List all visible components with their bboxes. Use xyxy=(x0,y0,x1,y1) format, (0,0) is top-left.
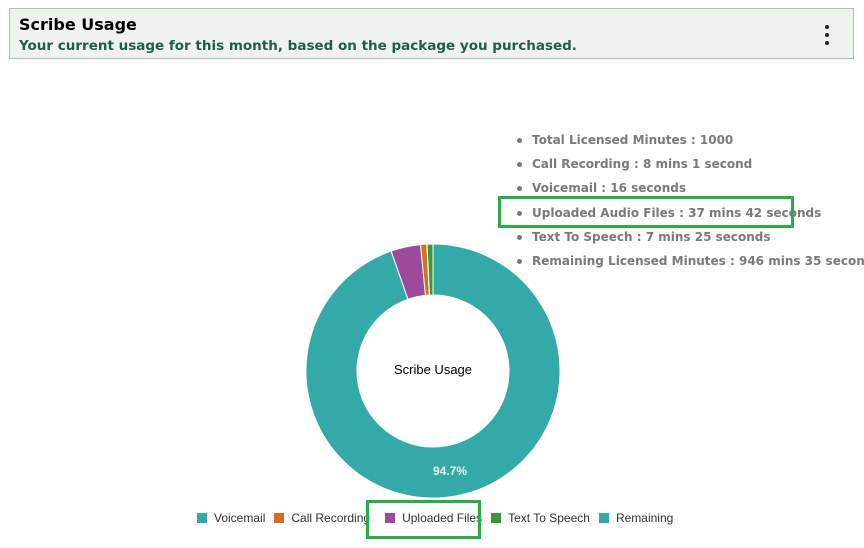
legend-item-call-recording[interactable]: Call Recording xyxy=(274,511,370,525)
legend-label: Call Recording xyxy=(291,511,371,525)
legend-swatch xyxy=(197,513,207,523)
legend-swatch xyxy=(598,513,609,523)
legend-label: Voicemail xyxy=(214,511,266,525)
summary-remaining: Remaining Licensed Minutes : 946 mins 35… xyxy=(514,249,864,273)
summary-text-to-speech: Text To Speech : 7 mins 25 seconds xyxy=(514,225,864,249)
summary-call-recording: Call Recording : 8 mins 1 second xyxy=(514,152,864,176)
summary-total-licensed: Total Licensed Minutes : 1000 xyxy=(514,128,864,152)
legend-label: Remaining xyxy=(615,511,674,525)
chart-legend: Voicemail Call Recording Uploaded Files … xyxy=(197,511,682,525)
slice-remaining[interactable] xyxy=(305,243,561,499)
page-title: Scribe Usage xyxy=(19,15,137,34)
legend-swatch xyxy=(491,513,502,523)
usage-summary-list: Total Licensed Minutes : 1000 Call Recor… xyxy=(514,128,864,273)
donut-center-label: Scribe Usage xyxy=(393,362,473,377)
legend-item-remaining[interactable]: Remaining xyxy=(598,511,674,525)
usage-header-panel: Scribe Usage Your current usage for this… xyxy=(9,8,854,59)
more-options-icon[interactable] xyxy=(823,25,831,45)
legend-item-uploaded-files[interactable]: Uploaded Files xyxy=(385,511,482,525)
summary-voicemail: Voicemail : 16 seconds xyxy=(514,176,864,200)
legend-label: Text To Speech xyxy=(508,511,590,525)
legend-swatch xyxy=(274,513,285,523)
summary-uploaded-audio: Uploaded Audio Files : 37 mins 42 second… xyxy=(514,201,864,225)
legend-swatch xyxy=(385,513,396,523)
page-subtitle: Your current usage for this month, based… xyxy=(19,38,577,54)
legend-item-voicemail[interactable]: Voicemail xyxy=(197,511,265,525)
data-label-remaining: 94.7% xyxy=(432,464,468,478)
legend-item-text-to-speech[interactable]: Text To Speech xyxy=(491,511,590,525)
legend-label: Uploaded Files xyxy=(402,511,483,525)
slice-text-to-speech[interactable] xyxy=(426,243,434,296)
